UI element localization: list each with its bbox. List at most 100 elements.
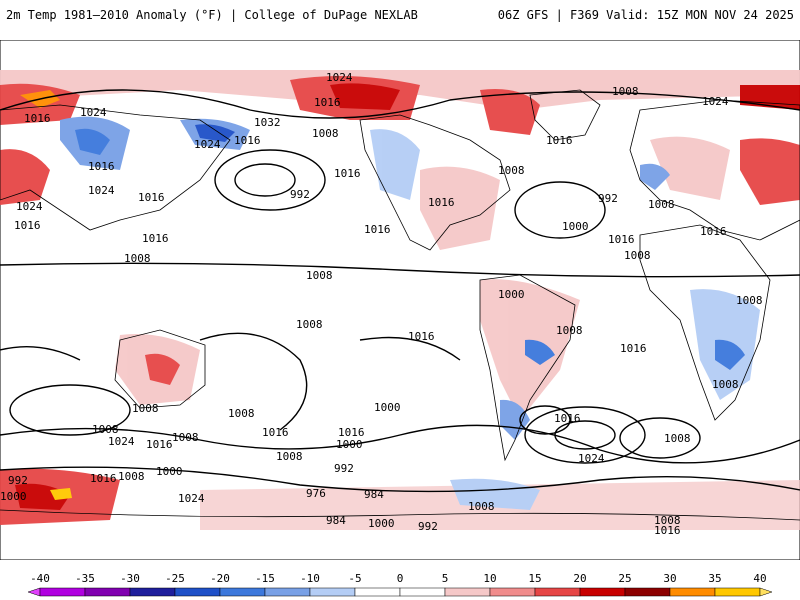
isobar-label: 992 bbox=[418, 520, 438, 533]
colorbar-swatch bbox=[39, 587, 86, 597]
isobar-label: 1008 bbox=[306, 269, 333, 282]
isobar-label: 992 bbox=[334, 462, 354, 475]
model-run-label: 06Z GFS | F369 Valid: 15Z MON NOV 24 202… bbox=[497, 8, 794, 22]
colorbar-swatch bbox=[669, 587, 716, 597]
colorbar-swatches bbox=[27, 587, 773, 597]
isobar-label: 1008 bbox=[276, 450, 303, 463]
colorbar-swatch bbox=[714, 587, 761, 597]
isobar-label: 1024 bbox=[88, 184, 115, 197]
colorbar-tick-label: 15 bbox=[528, 572, 541, 585]
isobar-label: 992 bbox=[598, 192, 618, 205]
isobar-label: 1016 bbox=[138, 191, 165, 204]
colorbar-swatch bbox=[129, 587, 176, 597]
colorbar-swatch bbox=[759, 587, 773, 597]
isobars bbox=[0, 89, 800, 493]
isobar-label: 1016 bbox=[90, 472, 117, 485]
isobar-label: 1008 bbox=[312, 127, 339, 140]
isobar-label: 1008 bbox=[468, 500, 495, 513]
colorbar-tick-label: -40 bbox=[30, 572, 50, 585]
isobar-labels: 1024 1016 1016 1024 1016 1032 1016 1024 … bbox=[0, 71, 763, 537]
isobar-label: 1016 bbox=[334, 167, 361, 180]
isobar-label: 1000 bbox=[0, 490, 27, 503]
colorbar-swatch bbox=[624, 587, 671, 597]
colorbar-swatch bbox=[174, 587, 221, 597]
isobar-label: 1000 bbox=[368, 517, 395, 530]
colorbar-tick-label: -15 bbox=[255, 572, 275, 585]
colorbar-tick-label: -20 bbox=[210, 572, 230, 585]
header-bar: 2m Temp 1981–2010 Anomaly (°F) | College… bbox=[0, 0, 800, 40]
colorbar-swatch bbox=[489, 587, 536, 597]
isobar-label: 1008 bbox=[736, 294, 763, 307]
colorbar-tick-labels: -40 -35 -30 -25 -20 -15 -10 -5 0 5 10 15 20 25 30 35 40 bbox=[30, 572, 767, 585]
colorbar-tick-label: 25 bbox=[618, 572, 631, 585]
colorbar-tick-label: 5 bbox=[442, 572, 449, 585]
isobar-label: 1016 bbox=[142, 232, 169, 245]
isobar-label: 1016 bbox=[146, 438, 173, 451]
isobar-label: 1024 bbox=[108, 435, 135, 448]
isobar-label: 976 bbox=[306, 487, 326, 500]
isobar-label: 1024 bbox=[702, 95, 729, 108]
isobar-label: 1016 bbox=[620, 342, 647, 355]
isobar-label: 984 bbox=[326, 514, 346, 527]
colorbar-swatch bbox=[264, 587, 311, 597]
isobar-label: 1016 bbox=[262, 426, 289, 439]
isobar-label: 1008 bbox=[228, 407, 255, 420]
isobar-label: 1016 bbox=[608, 233, 635, 246]
isobar-label: 1016 bbox=[554, 412, 581, 425]
isobar-label: 1008 bbox=[612, 85, 639, 98]
colorbar-tick-label: 0 bbox=[397, 572, 404, 585]
isobar-label: 1008 bbox=[712, 378, 739, 391]
coastlines bbox=[0, 89, 800, 521]
isobar-label: 1008 bbox=[556, 324, 583, 337]
isobar-label: 1016 bbox=[546, 134, 573, 147]
colorbar-tick-label: 30 bbox=[663, 572, 676, 585]
isobar-label: 1000 bbox=[498, 288, 525, 301]
isobar-label: 1024 bbox=[194, 138, 221, 151]
colorbar-tick-label: 10 bbox=[483, 572, 496, 585]
colorbar-swatch bbox=[309, 587, 356, 597]
isobar-label: 1016 bbox=[364, 223, 391, 236]
isobar-label: 1008 bbox=[124, 252, 151, 265]
isobar-label: 1032 bbox=[254, 116, 281, 129]
isobar-label: 1016 bbox=[700, 225, 727, 238]
colorbar-tick-label: -10 bbox=[300, 572, 320, 585]
isobar-label: 984 bbox=[364, 488, 384, 501]
isobar-label: 1000 bbox=[336, 438, 363, 451]
isobar-label: 1008 bbox=[498, 164, 525, 177]
colorbar-swatch bbox=[27, 587, 41, 597]
isobar-label: 1000 bbox=[156, 465, 183, 478]
isobar-label: 1008 bbox=[118, 470, 145, 483]
colorbar-tick-label: 20 bbox=[573, 572, 586, 585]
isobar-label: 1000 bbox=[374, 401, 401, 414]
isobar-label: 1016 bbox=[234, 134, 261, 147]
colorbar-swatch bbox=[84, 587, 131, 597]
isobar-label: 1016 bbox=[654, 524, 681, 537]
isobar-label: 1016 bbox=[408, 330, 435, 343]
anomaly-map: 1024 1016 1016 1024 1016 1032 1016 1024 … bbox=[0, 40, 800, 560]
map-title: 2m Temp 1981–2010 Anomaly (°F) | College… bbox=[6, 8, 418, 22]
colorbar-tick-label: -30 bbox=[120, 572, 140, 585]
isobar-label: 1008 bbox=[296, 318, 323, 331]
isobar-label: 1008 bbox=[654, 514, 681, 527]
colorbar-swatch bbox=[399, 587, 446, 597]
isobar-label: 1008 bbox=[648, 198, 675, 211]
isobar-label: 1016 bbox=[338, 426, 365, 439]
isobar-label: 1024 bbox=[16, 200, 43, 213]
isobar-label: 1008 bbox=[132, 402, 159, 415]
colorbar-swatch bbox=[579, 587, 626, 597]
isobar-label: 1016 bbox=[88, 160, 115, 173]
isobar-label: 1016 bbox=[24, 112, 51, 125]
map-frame bbox=[0, 40, 800, 560]
isobar-label: 1008 bbox=[172, 431, 199, 444]
isobar-label: 1008 bbox=[624, 249, 651, 262]
isobar-label: 1024 bbox=[178, 492, 205, 505]
colorbar-tick-label: 35 bbox=[708, 572, 721, 585]
isobar-label: 1008 bbox=[92, 423, 119, 436]
colorbar-tick-label: -5 bbox=[348, 572, 361, 585]
colorbar-tick-label: -35 bbox=[75, 572, 95, 585]
isobar-label: 1016 bbox=[314, 96, 341, 109]
isobar-label: 1024 bbox=[578, 452, 605, 465]
isobar-label: 1016 bbox=[14, 219, 41, 232]
isobar-label: 1024 bbox=[80, 106, 107, 119]
isobar-label: 1016 bbox=[428, 196, 455, 209]
